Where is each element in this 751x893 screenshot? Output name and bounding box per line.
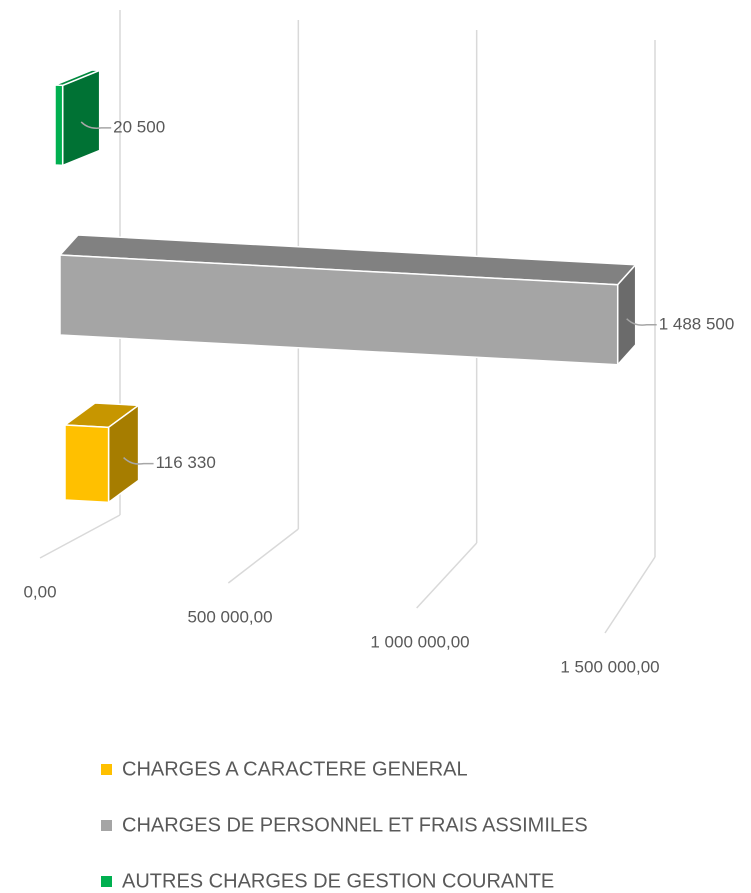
data-label: 20 500 (113, 117, 165, 136)
data-label: 116 330 (156, 453, 216, 472)
floor-line (416, 542, 478, 609)
bar-front (54, 84, 64, 167)
legend-label: CHARGES A CARACTERE GENERAL (122, 758, 468, 780)
legend-label: CHARGES DE PERSONNEL ET FRAIS ASSIMILES (122, 814, 588, 836)
x-tick-label: 500 000,00 (187, 607, 272, 626)
floor-line (227, 528, 299, 584)
x-tick-label: 1 500 000,00 (560, 657, 659, 676)
bar-front (59, 254, 619, 366)
x-tick-label: 1 000 000,00 (370, 632, 469, 651)
data-label: 1 488 500 (659, 314, 735, 333)
bar (58, 234, 638, 367)
legend-swatch (101, 876, 112, 887)
legend-label: AUTRES CHARGES DE GESTION COURANTE (122, 870, 554, 892)
legend-swatch (101, 820, 112, 831)
leader-line (626, 318, 657, 326)
leader-line (123, 457, 154, 465)
legend-swatch (101, 764, 112, 775)
bar-end (61, 69, 101, 167)
floor-line (604, 556, 656, 634)
bar (62, 402, 141, 504)
x-tick-label: 0,00 (23, 582, 56, 601)
bar-front (64, 424, 110, 504)
bar (54, 69, 101, 167)
leader-line (80, 121, 112, 130)
floor-line (39, 514, 121, 559)
